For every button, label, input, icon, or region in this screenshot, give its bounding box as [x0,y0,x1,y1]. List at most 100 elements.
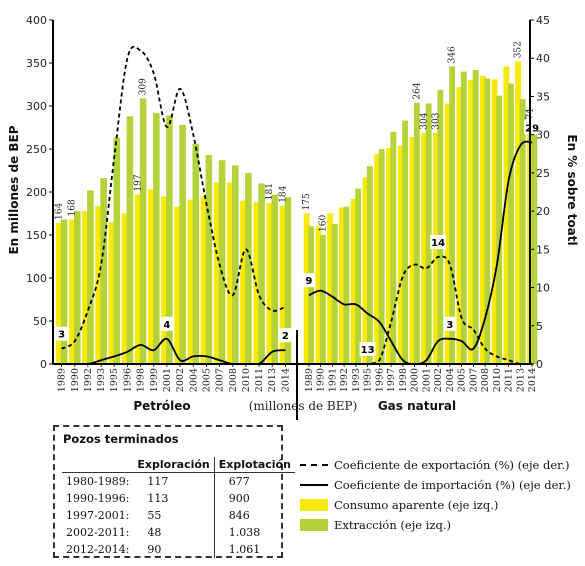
bar-extraccion [519,99,526,364]
bar-value-label: 181 [265,183,275,200]
right-tick-label: 5 [536,320,543,333]
bar-consumo [161,196,168,364]
wells-period: 1997-2001: [66,509,130,522]
bar-consumo [315,226,322,364]
table-row: 1990-1996: 113 900 [62,490,295,507]
bar-extraccion [60,219,68,364]
value-box [430,235,447,249]
group-label-petroleo: Petróleo [133,399,190,413]
left-tick-label: 100 [26,272,47,285]
wells-explotacion: 846 [213,507,295,524]
bar-extraccion [205,155,213,364]
dashed-line-icon [300,464,328,466]
wells-exploracion: 117 [147,475,169,488]
x-tick-label: 2002 [175,368,186,392]
right-tick-label: 10 [536,282,550,295]
x-tick-label: 1991 [327,368,338,392]
wells-explotacion: 677 [213,472,295,490]
wells-period: 2002-2011: [66,526,130,539]
left-tick-label: 150 [26,229,47,242]
wells-table: Exploración Explotación 1980-1989: 117 6… [62,457,295,558]
bar-extraccion [232,165,239,364]
bar-consumo [69,219,76,364]
consumo-swatch-icon [300,499,328,511]
bar-extraccion [437,89,444,364]
bar-consumo [95,205,102,364]
wells-exploracion: 55 [147,509,162,522]
right-tick-label: 45 [536,14,550,27]
legend-label-import: Coeficiente de importación (%) (eje der.… [334,478,571,492]
bar-extraccion [179,124,186,365]
bar-value-label: 303 [431,112,441,129]
bar-consumo [279,205,287,364]
bar-consumo [174,206,181,364]
left-tick-label: 0 [40,358,47,371]
x-tick-label: 2000 [410,368,421,392]
left-tick-label: 350 [26,57,47,70]
bar-consumo [55,223,63,364]
bar-extraccion [449,66,456,365]
bar-consumo [339,207,345,364]
bar-consumo [213,182,221,364]
bar-consumo [515,61,522,365]
x-tick-label: 2004 [188,368,199,392]
bar-value-label: 175 [302,193,312,210]
wells-explotacion: 900 [213,490,295,507]
x-tick-label: 1992 [339,368,350,392]
bar-consumo [253,202,260,364]
bar-extraccion [425,103,432,365]
bar-consumo [187,199,195,364]
wells-explotacion: 1.061 [213,541,295,558]
x-tick-label: 1992 [83,368,94,392]
bar-consumo [503,66,510,365]
bar-extraccion [271,194,279,364]
bar-extraccion [74,210,81,364]
value-box [55,326,68,341]
legend-label-export: Coeficiente de exportación (%) (eje der.… [334,458,570,472]
value-box-label: 4 [163,320,170,331]
export-coefficient-line [61,45,286,350]
bar-consumo [82,210,89,364]
value-box-label: 2 [282,331,289,342]
x-tick-label: 2005 [201,368,212,392]
bar-value-label: 164 [55,203,65,220]
x-tick-label: 1993 [96,368,107,392]
bar-consumo [240,200,247,364]
bar-extraccion [100,178,107,364]
x-tick-label: 2010 [241,368,252,392]
bar-consumo [134,194,142,364]
bar-consumo [266,203,274,364]
bar-value-label: 304 [420,112,430,129]
bar-extraccion [366,166,373,364]
bar-extraccion [284,197,292,364]
value-box-label: 13 [361,345,375,356]
bar-extraccion [531,128,538,364]
wells-period: 2012-2014: [66,543,130,556]
value-box [359,342,376,356]
bar-value-label: 184 [278,185,288,202]
x-tick-label: 1990 [316,368,327,392]
wells-exploracion: 113 [147,492,169,505]
legend-label-consumo: Consumo aparente (eje izq.) [334,498,499,512]
bar-extraccion [496,95,503,364]
extraccion-swatch-icon [300,519,328,531]
bar-extraccion [378,149,385,364]
bar-consumo [148,189,155,364]
bar-extraccion [319,235,326,364]
bar-extraccion [126,116,134,364]
x-tick-label: 2014 [527,368,538,392]
value-box-label: 9 [305,276,312,287]
table-row: 1980-1989: 117 677 [62,472,295,490]
bar-extraccion [355,188,362,364]
bar-consumo [386,148,392,364]
x-tick-label: 1998 [136,368,147,392]
x-tick-label: 2010 [492,368,503,392]
x-tick-label: 2004 [445,368,456,392]
bar-extraccion [331,223,338,364]
x-tick-label: 2008 [228,368,239,392]
left-tick-label: 300 [26,100,47,113]
x-tick-label: 1996 [122,368,133,392]
center-units-label: (millones de BEP) [249,399,358,413]
bar-extraccion [113,137,121,364]
x-tick-label: 1993 [351,368,362,392]
